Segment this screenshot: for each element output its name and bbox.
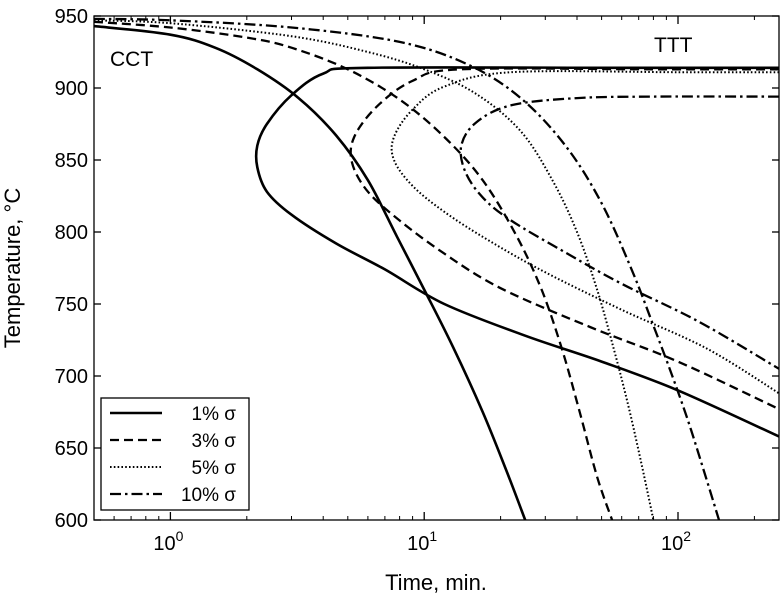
curves-layer [94, 17, 779, 520]
series-1-pct-ttt-curve [254, 66, 779, 438]
x-tick-label: 102 [661, 528, 691, 555]
annotation-ttt: TTT [654, 34, 693, 57]
y-tick-label: 750 [55, 294, 88, 316]
legend-label-3-pct: 3% σ [192, 431, 237, 452]
y-tick-label: 800 [55, 222, 88, 244]
series-5-pct-ttt-curve [390, 70, 779, 395]
legend-label-10-pct: 10% σ [181, 485, 236, 506]
plot-frame [93, 15, 780, 521]
series-10-pct-ttt-curve [459, 95, 779, 370]
legend-box [100, 397, 250, 511]
y-tick-label: 650 [55, 438, 88, 460]
series-10-pct-cct-curve [94, 17, 721, 520]
tick-labels-layer: 600 650 700 750 800 850 900 950 100 101 102 [55, 6, 692, 555]
y-tick-label: 850 [55, 150, 88, 172]
y-tick-label: 600 [55, 510, 88, 532]
legend-label-5-pct: 5% σ [192, 458, 237, 479]
legend-label-1-pct: 1% σ [192, 404, 237, 425]
series-1-pct-cct-curve [94, 24, 527, 520]
series-3-pct-ttt-curve [349, 67, 779, 411]
ticks-layer [93, 15, 779, 521]
x-axis-title: Time, min. [385, 570, 487, 595]
y-axis-title: Temperature, °C [0, 188, 25, 349]
y-tick-label: 900 [55, 78, 88, 100]
x-tick-label: 101 [407, 528, 437, 555]
series-3-pct-cct-curve [94, 20, 614, 520]
x-tick-label: 100 [153, 528, 183, 555]
y-tick-label: 700 [55, 366, 88, 388]
annotation-cct: CCT [110, 48, 153, 71]
legend: 1% σ 3% σ 5% σ 10% σ [100, 397, 250, 511]
y-tick-label: 950 [55, 6, 88, 28]
series-5-pct-cct-curve [94, 19, 655, 520]
